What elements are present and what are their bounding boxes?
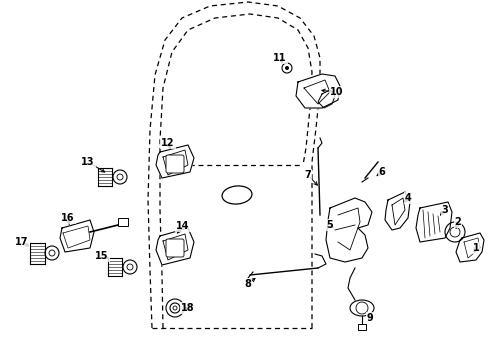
Text: 12: 12 xyxy=(161,138,175,148)
Circle shape xyxy=(285,66,289,70)
Text: 11: 11 xyxy=(273,53,287,63)
Text: 8: 8 xyxy=(245,279,251,289)
FancyBboxPatch shape xyxy=(166,155,184,173)
Text: 7: 7 xyxy=(305,170,311,180)
Text: 3: 3 xyxy=(441,205,448,215)
Text: 13: 13 xyxy=(81,157,95,167)
Text: 4: 4 xyxy=(405,193,412,203)
Text: 9: 9 xyxy=(367,313,373,323)
Text: 6: 6 xyxy=(379,167,385,177)
Text: 2: 2 xyxy=(455,217,462,227)
Text: 14: 14 xyxy=(176,221,190,231)
Polygon shape xyxy=(385,192,410,230)
Polygon shape xyxy=(156,228,194,265)
Text: 17: 17 xyxy=(15,237,29,247)
FancyBboxPatch shape xyxy=(118,218,128,226)
Polygon shape xyxy=(156,145,194,178)
FancyBboxPatch shape xyxy=(358,324,366,330)
Polygon shape xyxy=(296,74,340,108)
Polygon shape xyxy=(60,220,94,252)
Polygon shape xyxy=(416,202,452,242)
FancyBboxPatch shape xyxy=(166,239,184,257)
Polygon shape xyxy=(456,233,484,262)
Text: 10: 10 xyxy=(330,87,344,97)
Text: 15: 15 xyxy=(95,251,109,261)
Text: 16: 16 xyxy=(61,213,75,223)
Text: 5: 5 xyxy=(327,220,333,230)
Polygon shape xyxy=(326,198,372,262)
Text: 1: 1 xyxy=(473,243,479,253)
Text: 18: 18 xyxy=(181,303,195,313)
